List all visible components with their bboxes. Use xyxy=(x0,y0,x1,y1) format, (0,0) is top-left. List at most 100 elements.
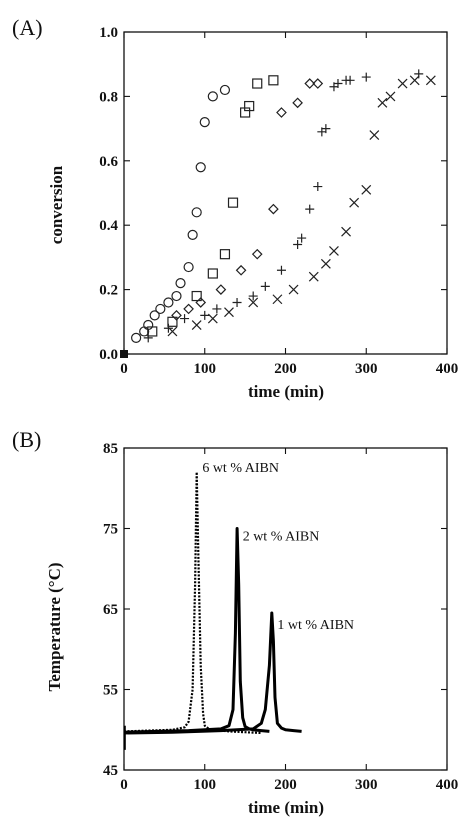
plus-data-point xyxy=(232,297,242,307)
panel-b-ylabel: Temperature (°C) xyxy=(45,562,64,691)
panel-b-xlabel: time (min) xyxy=(248,798,324,817)
y-tick-label: 0.8 xyxy=(99,89,118,105)
plus-data-point xyxy=(321,124,331,134)
circle-data-point xyxy=(187,229,198,240)
plus-data-point xyxy=(293,240,303,250)
circle-data-point xyxy=(191,207,202,218)
cross-data-point xyxy=(248,297,259,308)
panel-a: (A) conversion time (min) 0 100 200 300 4000… xyxy=(12,15,458,401)
cross-data-point xyxy=(349,197,360,208)
y-tick-label: 0.0 xyxy=(99,347,118,363)
x-tick-label: 400 xyxy=(436,777,459,793)
origin-data-point xyxy=(120,350,128,358)
circle-data-point xyxy=(131,332,142,343)
square-data-point xyxy=(219,249,231,260)
plus-data-point xyxy=(276,265,286,275)
circle-data-point xyxy=(199,117,210,128)
series-annotation: 6 wt % AIBN xyxy=(202,461,279,476)
plus-data-point xyxy=(180,314,190,324)
plus-data-point xyxy=(361,72,371,82)
series-annotation: 1 wt % AIBN xyxy=(277,618,354,633)
square-data-point xyxy=(252,78,263,89)
circle-data-point xyxy=(163,297,174,308)
cross-data-point xyxy=(272,294,283,305)
diamond-data-point xyxy=(304,78,316,89)
x-tick-label: 200 xyxy=(274,777,297,793)
diamond-data-point xyxy=(268,203,279,215)
temperature-curve xyxy=(123,611,302,735)
y-tick-label: 45 xyxy=(103,763,118,779)
square-data-point xyxy=(227,197,239,208)
panel-a-ylabel: conversion xyxy=(47,165,66,244)
cross-data-point xyxy=(369,130,380,140)
panel-b-curves xyxy=(123,471,302,750)
plus-data-point xyxy=(143,333,153,343)
panel-b-label: (B) xyxy=(12,427,41,452)
cross-data-point xyxy=(425,75,436,86)
cross-data-point xyxy=(207,313,218,324)
x-tick-label: 100 xyxy=(194,361,217,377)
cross-data-point xyxy=(320,258,331,269)
y-tick-label: 0.4 xyxy=(99,218,118,234)
diamond-data-point xyxy=(292,97,303,109)
panel-b-plot-frame xyxy=(123,447,448,771)
diamond-data-point xyxy=(183,303,194,315)
diamond-data-point xyxy=(215,284,227,295)
diamond-data-point xyxy=(312,78,324,89)
panel-a-markers xyxy=(120,69,436,358)
cross-data-point xyxy=(397,78,408,89)
panel-b-annotations: 6 wt % AIBN 2 wt % AIBN 1 wt % AIBN xyxy=(202,461,354,633)
plus-data-point xyxy=(212,304,222,314)
plus-data-point xyxy=(305,204,315,214)
diamond-data-point xyxy=(171,310,182,321)
diamond-data-point xyxy=(235,264,247,276)
cross-data-point xyxy=(288,284,299,295)
y-tick-label: 75 xyxy=(103,522,118,538)
x-tick-label: 300 xyxy=(355,361,378,377)
x-tick-label: 300 xyxy=(355,777,378,793)
panel-a-label: (A) xyxy=(12,15,43,40)
panel-b-axes: 0 100 200 300 400 45 55 65 75 85 xyxy=(103,441,458,793)
cross-data-point xyxy=(385,91,396,102)
y-tick-label: 65 xyxy=(103,602,118,618)
cross-data-point xyxy=(341,226,351,237)
x-tick-label: 400 xyxy=(436,361,459,377)
x-tick-label: 0 xyxy=(120,777,128,793)
temperature-curve xyxy=(123,527,270,734)
cross-data-point xyxy=(409,75,420,86)
panel-b: (B) Temperature (°C) time (min) 0 100 200 3… xyxy=(12,427,458,817)
plus-data-point xyxy=(200,310,210,320)
plus-data-point xyxy=(248,291,258,301)
y-tick-label: 0.6 xyxy=(99,154,118,170)
diamond-data-point xyxy=(251,248,263,260)
square-data-point xyxy=(147,326,158,337)
circle-data-point xyxy=(219,84,231,96)
diamond-data-point xyxy=(276,107,287,118)
cross-data-point xyxy=(167,326,178,337)
cross-data-point xyxy=(361,184,372,195)
cross-data-point xyxy=(329,246,339,256)
circle-data-point xyxy=(155,303,166,315)
plus-data-point xyxy=(345,75,355,85)
cross-data-point xyxy=(191,320,202,330)
circle-data-point xyxy=(207,91,218,102)
cross-data-point xyxy=(308,271,319,282)
diamond-data-point xyxy=(195,297,207,308)
square-data-point xyxy=(191,290,202,302)
panel-a-axes: 0 100 200 300 400 0.0 0.2 0.4 0.6 0.8 1.0 xyxy=(99,25,458,377)
circle-data-point xyxy=(171,290,182,302)
circle-data-point xyxy=(149,310,160,321)
x-tick-label: 200 xyxy=(274,361,297,377)
panel-a-xlabel: time (min) xyxy=(248,382,324,401)
square-data-point xyxy=(244,100,255,112)
y-tick-label: 85 xyxy=(103,441,118,457)
square-data-point xyxy=(207,268,218,279)
cross-data-point xyxy=(377,97,388,108)
square-data-point xyxy=(268,75,279,86)
square-data-point xyxy=(167,316,178,327)
circle-data-point xyxy=(195,162,206,173)
series-annotation: 2 wt % AIBN xyxy=(243,530,320,545)
x-tick-label: 100 xyxy=(194,777,217,793)
cross-data-point xyxy=(224,307,234,318)
